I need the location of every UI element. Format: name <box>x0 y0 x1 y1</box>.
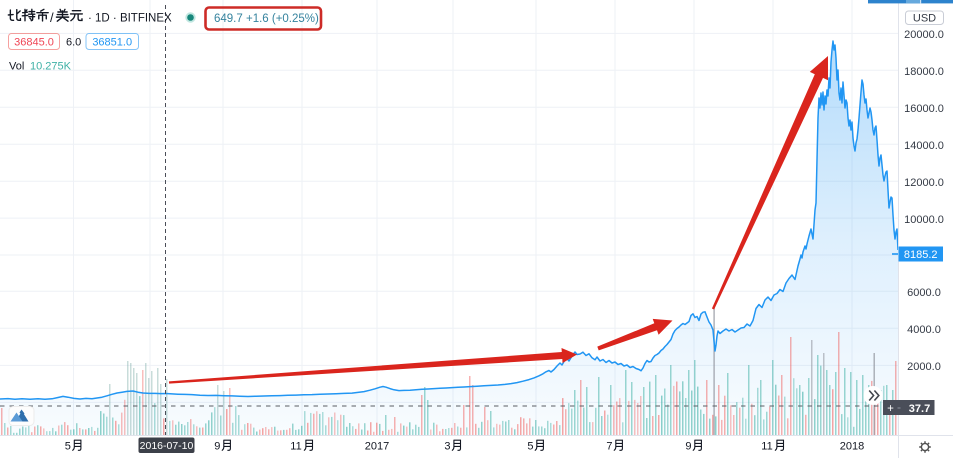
svg-text:· 1D · BITFINEX: · 1D · BITFINEX <box>88 13 172 25</box>
svg-text:10000.0: 10000.0 <box>904 214 944 226</box>
svg-text:7: 7 <box>606 441 612 453</box>
svg-text:Vol: Vol <box>9 61 24 73</box>
svg-text:2000.0: 2000.0 <box>907 361 941 373</box>
svg-text:649.7 +1.6 (+0.25%): 649.7 +1.6 (+0.25%) <box>214 13 319 25</box>
svg-text:36851.0: 36851.0 <box>92 37 132 49</box>
svg-text:/: / <box>50 10 54 25</box>
svg-text:16000.0: 16000.0 <box>904 103 944 115</box>
svg-text:11: 11 <box>290 441 301 453</box>
svg-text:8185.2: 8185.2 <box>904 249 938 261</box>
svg-text:3: 3 <box>444 441 450 453</box>
svg-text:10.275K: 10.275K <box>30 61 72 73</box>
svg-text:20000.0: 20000.0 <box>904 29 944 41</box>
svg-text:5: 5 <box>65 441 71 453</box>
svg-text:18000.0: 18000.0 <box>904 66 944 78</box>
svg-text:6000.0: 6000.0 <box>907 287 941 299</box>
svg-text:14000.0: 14000.0 <box>904 140 944 152</box>
svg-text:11: 11 <box>761 441 772 453</box>
svg-text:9: 9 <box>214 441 220 453</box>
svg-text:USD: USD <box>913 13 936 25</box>
svg-text:37.7: 37.7 <box>909 403 930 415</box>
svg-text:6.0: 6.0 <box>66 37 81 49</box>
svg-text:4000.0: 4000.0 <box>907 324 941 336</box>
svg-text:5: 5 <box>527 441 533 453</box>
svg-text:2017: 2017 <box>365 441 389 453</box>
svg-text:12000.0: 12000.0 <box>904 177 944 189</box>
svg-text:2018: 2018 <box>840 441 864 453</box>
svg-text:9: 9 <box>685 441 691 453</box>
svg-text:2016-07-10: 2016-07-10 <box>140 440 194 452</box>
svg-text:36845.0: 36845.0 <box>14 37 54 49</box>
svg-text:+: + <box>887 403 894 415</box>
